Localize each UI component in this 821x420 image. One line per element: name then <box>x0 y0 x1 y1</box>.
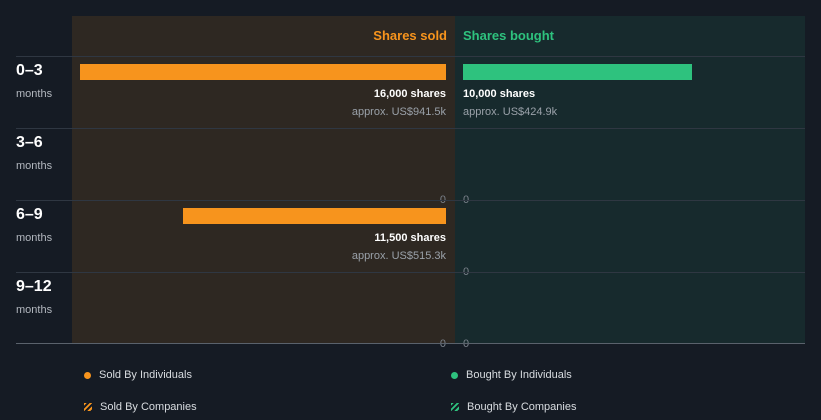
hatched-icon <box>451 403 459 411</box>
sold-header: Shares sold <box>373 28 447 43</box>
bought-value-label: approx. US$424.9k <box>463 106 558 118</box>
sold-bar <box>183 208 446 224</box>
period-label: 9–12 months <box>16 278 52 316</box>
sold-zero-label: 0 <box>439 338 446 350</box>
legend-label: Sold By Companies <box>100 401 197 413</box>
period-range: 6–9 <box>16 206 43 223</box>
bought-zero-label: 0 <box>463 338 470 350</box>
bought-header: Shares bought <box>463 28 555 43</box>
legend-item: Sold By Companies <box>84 401 197 413</box>
bought-shares-label: 10,000 shares <box>463 88 536 100</box>
period-label: 3–6 months <box>16 134 52 172</box>
row-divider <box>16 200 805 201</box>
sold-shares-label: 11,500 shares <box>374 232 446 244</box>
dot-icon <box>84 371 91 379</box>
period-range: 0–3 <box>16 62 43 79</box>
legend-label: Bought By Individuals <box>466 369 572 381</box>
sold-value-label: approx. US$941.5k <box>351 106 446 118</box>
bought-bar <box>463 64 692 80</box>
hatched-icon <box>84 403 92 411</box>
period-unit: months <box>16 88 53 100</box>
period-unit: months <box>16 304 53 316</box>
row-divider <box>16 128 805 129</box>
legend-label: Bought By Companies <box>467 401 577 413</box>
period-range: 3–6 <box>16 134 43 151</box>
legend-item: Sold By Individuals <box>84 369 192 381</box>
legend-label: Sold By Individuals <box>99 369 192 381</box>
row-divider <box>16 272 805 273</box>
dot-icon <box>451 371 458 379</box>
period-unit: months <box>16 160 53 172</box>
row-divider <box>16 56 805 57</box>
period-unit: months <box>16 232 53 244</box>
sold-shares-label: 16,000 shares <box>373 88 446 100</box>
chart-bottom-line <box>16 343 805 344</box>
period-label: 6–9 months <box>16 206 52 244</box>
sold-value-label: approx. US$515.3k <box>351 250 446 262</box>
legend-item: Bought By Individuals <box>451 369 572 381</box>
period-label: 0–3 months <box>16 62 52 100</box>
legend-item: Bought By Companies <box>451 401 576 413</box>
sold-bar <box>80 64 446 80</box>
period-range: 9–12 <box>16 278 52 295</box>
